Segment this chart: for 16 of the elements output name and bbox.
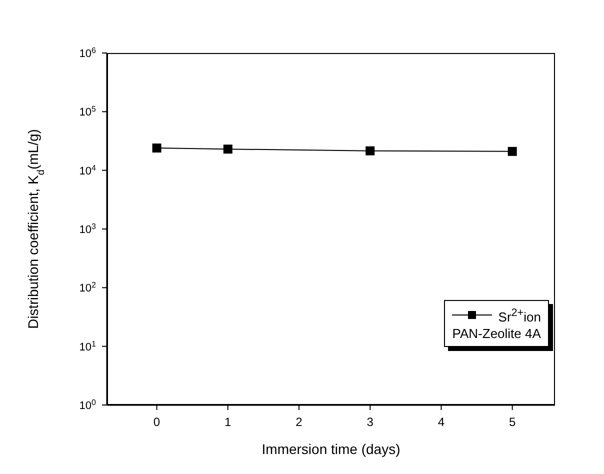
x-tick-label: 0 [153,415,160,429]
x-tick-label: 1 [224,415,232,429]
legend-label: Sr$^{2+}$ion [498,306,541,325]
x-tick-label: 4 [438,415,445,429]
y-tick-label: 10$^{5}$ [79,104,97,119]
legend-title: PAN-Zeolite 4A [452,325,541,342]
x-tick-label: 3 [366,415,374,429]
y-tick-label: 10$^{1}$ [79,338,97,354]
x-axis-title: Immersion time (days) [262,441,400,457]
x-tick-label: 5 [508,415,516,429]
y-tick-label: 10$^{0}$ [79,398,97,412]
y-tick-label: 10$^{2}$ [79,280,97,295]
x-tick-label: 2 [296,415,303,429]
y-tick-label: 10$^{3}$ [79,222,97,236]
y-tick-label: 10$^{6}$ [79,46,97,60]
y-tick-label: 10$^{4}$ [79,162,97,178]
